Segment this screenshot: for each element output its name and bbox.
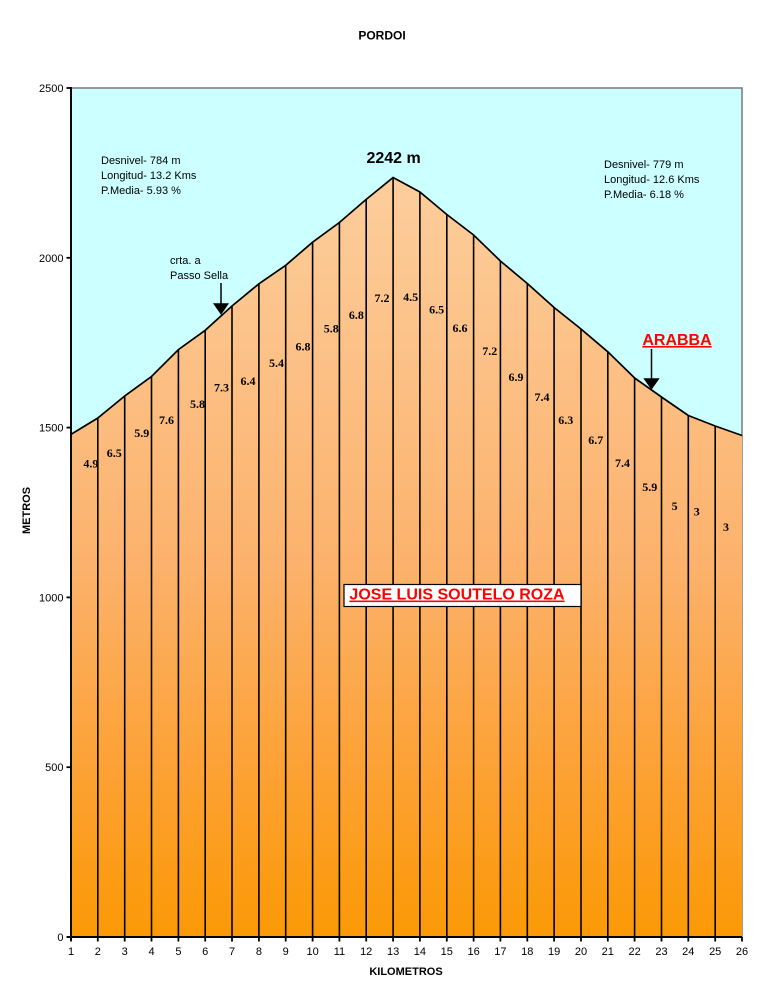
svg-text:P.Media- 6.18 %: P.Media- 6.18 % — [604, 189, 684, 201]
svg-text:1: 1 — [68, 946, 74, 958]
svg-text:6.8: 6.8 — [296, 339, 311, 353]
svg-text:5: 5 — [175, 946, 181, 958]
svg-text:ARABBA: ARABBA — [642, 332, 712, 349]
svg-text:crta. a: crta. a — [170, 255, 201, 267]
svg-text:6.8: 6.8 — [349, 308, 364, 322]
svg-text:2000: 2000 — [39, 253, 63, 265]
svg-text:2500: 2500 — [39, 83, 63, 95]
svg-text:P.Media- 5.93 %: P.Media- 5.93 % — [101, 185, 181, 197]
svg-text:6.4: 6.4 — [241, 374, 256, 388]
svg-text:2242 m: 2242 m — [366, 150, 420, 167]
svg-text:1000: 1000 — [39, 592, 63, 604]
svg-text:23: 23 — [655, 946, 667, 958]
svg-text:18: 18 — [521, 946, 533, 958]
svg-text:500: 500 — [45, 762, 63, 774]
svg-text:3: 3 — [122, 946, 128, 958]
svg-text:7.3: 7.3 — [214, 381, 229, 395]
svg-text:26: 26 — [736, 946, 748, 958]
svg-text:6.9: 6.9 — [509, 370, 524, 384]
svg-text:6: 6 — [202, 946, 208, 958]
svg-text:PORDOI: PORDOI — [358, 29, 405, 43]
svg-text:5.4: 5.4 — [269, 356, 284, 370]
svg-text:24: 24 — [682, 946, 694, 958]
svg-text:15: 15 — [441, 946, 453, 958]
svg-text:21: 21 — [602, 946, 614, 958]
svg-text:6.5: 6.5 — [107, 446, 122, 460]
svg-text:5.9: 5.9 — [134, 426, 149, 440]
svg-text:7.4: 7.4 — [615, 456, 630, 470]
svg-text:9: 9 — [283, 946, 289, 958]
svg-text:19: 19 — [548, 946, 560, 958]
svg-text:5.8: 5.8 — [190, 397, 205, 411]
svg-text:11: 11 — [334, 946, 345, 958]
svg-text:5: 5 — [672, 499, 678, 513]
svg-text:7: 7 — [229, 946, 235, 958]
svg-text:6.7: 6.7 — [588, 433, 603, 447]
svg-text:JOSE LUIS SOUTELO ROZA: JOSE LUIS SOUTELO ROZA — [349, 587, 565, 604]
svg-text:6.6: 6.6 — [453, 321, 468, 335]
svg-text:10: 10 — [306, 946, 318, 958]
svg-text:Passo Sella: Passo Sella — [170, 270, 229, 282]
svg-text:2: 2 — [95, 946, 101, 958]
svg-text:7.6: 7.6 — [159, 413, 174, 427]
svg-text:12: 12 — [360, 946, 372, 958]
svg-text:4: 4 — [148, 946, 154, 958]
svg-text:1500: 1500 — [39, 423, 63, 435]
svg-text:13: 13 — [387, 946, 399, 958]
svg-text:Desnivel- 779 m: Desnivel- 779 m — [604, 159, 683, 171]
svg-text:7.2: 7.2 — [375, 291, 390, 305]
svg-text:7.2: 7.2 — [482, 344, 497, 358]
svg-text:6.5: 6.5 — [429, 303, 444, 317]
svg-text:7.4: 7.4 — [535, 390, 550, 404]
svg-text:17: 17 — [494, 946, 506, 958]
svg-text:5.9: 5.9 — [642, 480, 657, 494]
svg-text:14: 14 — [414, 946, 426, 958]
svg-text:6.3: 6.3 — [558, 413, 573, 427]
svg-text:20: 20 — [575, 946, 587, 958]
svg-text:Desnivel- 784 m: Desnivel- 784 m — [101, 155, 180, 167]
svg-text:5.8: 5.8 — [324, 322, 339, 336]
svg-text:16: 16 — [467, 946, 479, 958]
svg-text:Longitud- 12.6 Kms: Longitud- 12.6 Kms — [604, 174, 700, 186]
svg-text:3: 3 — [694, 505, 700, 519]
svg-text:25: 25 — [709, 946, 721, 958]
svg-text:3: 3 — [723, 520, 729, 534]
svg-text:KILOMETROS: KILOMETROS — [369, 966, 442, 978]
svg-text:4.9: 4.9 — [83, 457, 98, 471]
svg-text:Longitud- 13.2 Kms: Longitud- 13.2 Kms — [101, 170, 197, 182]
svg-text:22: 22 — [628, 946, 640, 958]
svg-text:METROS: METROS — [21, 487, 33, 534]
svg-text:0: 0 — [57, 932, 63, 944]
svg-text:8: 8 — [256, 946, 262, 958]
svg-text:4.5: 4.5 — [403, 290, 418, 304]
